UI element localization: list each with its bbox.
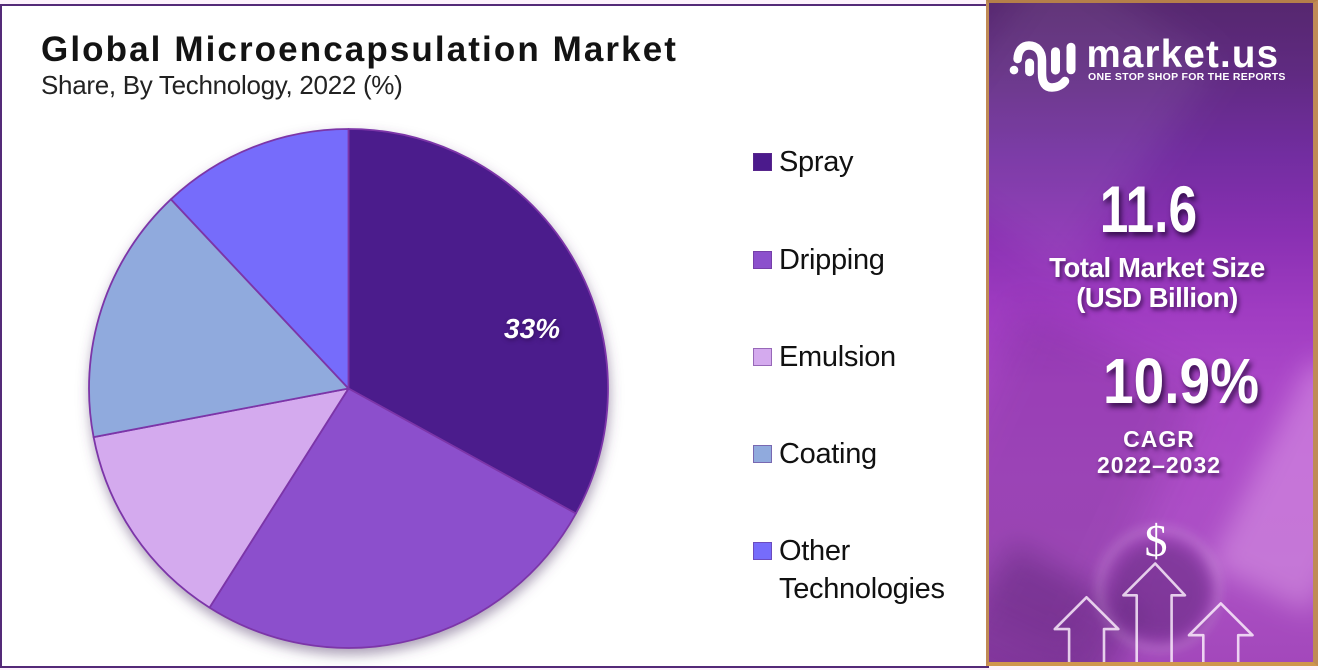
svg-text:market.us: market.us xyxy=(1087,33,1280,76)
svg-text:ONE STOP SHOP FOR THE REPORTS: ONE STOP SHOP FOR THE REPORTS xyxy=(1088,71,1286,83)
